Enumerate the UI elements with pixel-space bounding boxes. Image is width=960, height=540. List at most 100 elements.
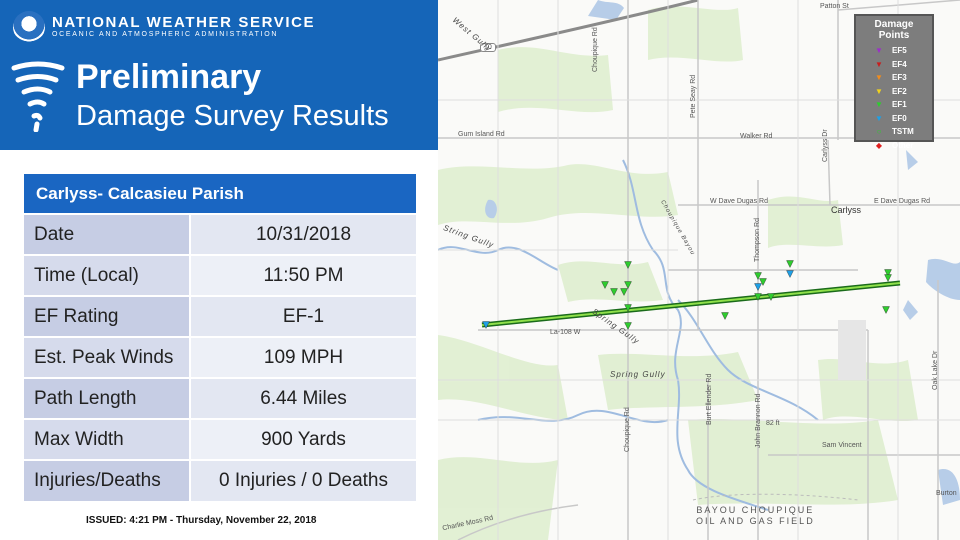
title-preliminary: Preliminary (76, 58, 262, 96)
diamond-icon: ◆ (875, 140, 883, 150)
map-basemap (438, 0, 960, 540)
tornado-icon (11, 61, 65, 132)
road-label-choupique-bottom: Choupique Rd (624, 407, 631, 452)
legend-items: ▼ EF5 ▼ EF4 ▼ EF3 ▼ EF2 ▼ EF1 ▼ EF0 ○ TSTM ◆ Other (860, 44, 928, 152)
damage-point-ef0[interactable] (482, 321, 490, 329)
row-label: Date (24, 213, 191, 255)
oil-field-line-2: OIL AND GAS FIELD (696, 516, 815, 526)
header-banner: NATIONAL WEATHER SERVICE OCEANIC AND ATM… (0, 0, 438, 150)
road-label-choupique-top: Choupique Rd (592, 27, 599, 72)
row-value: 6.44 Miles (190, 377, 416, 419)
legend-item-ef5: ▼ EF5 (860, 44, 928, 58)
damage-point-ef1[interactable] (620, 288, 628, 296)
org-subtitle: OCEANIC AND ATMOSPHERIC ADMINISTRATION (52, 31, 279, 38)
row-label: Injuries/Deaths (24, 459, 191, 501)
place-carlyss: Carlyss (831, 205, 862, 215)
road-label-la108: La-108 W (550, 329, 581, 336)
issued-timestamp: ISSUED: 4:21 PM - Thursday, November 22,… (86, 515, 317, 526)
road-label-sam-vincent: Sam Vincent (822, 442, 862, 449)
damage-point-ef0[interactable] (786, 270, 794, 278)
legend-item-ef1: ▼ EF1 (860, 98, 928, 112)
row-value: 10/31/2018 (190, 213, 416, 255)
track-centerline (481, 282, 901, 326)
gully-label-spring-2: Spring Gully (610, 370, 666, 379)
road-label-burt-ellender: Burt Ellender Rd (706, 373, 713, 425)
damage-point-ef1[interactable] (721, 312, 729, 320)
legend-label: EF4 (892, 59, 907, 69)
road-label-w-dave-dugas: W Dave Dugas Rd (710, 198, 768, 205)
i10-shield: 10 (480, 43, 496, 52)
damage-point-ef1[interactable] (759, 278, 767, 286)
triangle-down-icon: ▼ (875, 86, 883, 96)
damage-point-ef1[interactable] (624, 322, 632, 330)
table-row: Path Length 6.44 Miles (24, 377, 416, 419)
triangle-down-icon: ▼ (875, 73, 883, 83)
road-label-e-dave-dugas: E Dave Dugas Rd (874, 198, 931, 205)
oil-field-label: BAYOU CHOUPIQUE OIL AND GAS FIELD (696, 505, 815, 527)
damage-points-layer (482, 260, 892, 330)
row-value: 11:50 PM (190, 254, 416, 296)
damage-point-ef1[interactable] (754, 272, 762, 280)
legend-item-tstm: ○ TSTM (860, 125, 928, 139)
legend-item-ef0: ▼ EF0 (860, 112, 928, 126)
damage-point-ef1[interactable] (754, 293, 762, 301)
damage-point-ef1[interactable] (767, 293, 775, 301)
row-value: 900 Yards (190, 418, 416, 460)
legend-label: EF3 (892, 73, 907, 83)
damage-point-ef1[interactable] (610, 288, 618, 296)
road-label-john-brannon: John Brannon Rd (755, 393, 762, 448)
triangle-down-icon: ▼ (875, 46, 883, 56)
oil-field-line-1: BAYOU CHOUPIQUE (696, 505, 815, 515)
tornado-track (481, 280, 901, 328)
left-panel: NATIONAL WEATHER SERVICE OCEANIC AND ATM… (0, 0, 438, 540)
damage-point-ef0[interactable] (754, 283, 762, 291)
road-label-gum-island: Gum Island Rd (458, 131, 505, 138)
damage-point-ef1[interactable] (601, 281, 609, 289)
legend-label: Other (892, 140, 914, 150)
triangle-down-icon: ▼ (875, 113, 883, 123)
damage-point-ef1[interactable] (624, 304, 632, 312)
circle-icon: ○ (876, 127, 882, 137)
table-row: Date 10/31/2018 (24, 213, 416, 255)
table-row: Time (Local) 11:50 PM (24, 254, 416, 296)
road-label-walker: Walker Rd (740, 133, 773, 140)
table-row: Max Width 900 Yards (24, 418, 416, 460)
damage-legend: Damage Points ▼ EF5 ▼ EF4 ▼ EF3 ▼ EF2 ▼ EF1 ▼ EF0 ○ T… (854, 14, 934, 150)
road-label-pete-seay: Pete Seay Rd (690, 74, 697, 118)
survey-table: Carlyss- Calcasieu Parish Date 10/31/2018… (24, 174, 416, 501)
row-label: Time (Local) (24, 254, 191, 296)
damage-point-ef1[interactable] (884, 269, 892, 277)
survey-location: Carlyss- Calcasieu Parish (24, 174, 416, 214)
legend-label: EF1 (892, 100, 907, 110)
road-label-82: 82 ft (766, 420, 780, 427)
legend-label: TSTM (892, 127, 914, 137)
row-value: 0 Injuries / 0 Deaths (190, 459, 416, 501)
legend-item-ef2: ▼ EF2 (860, 85, 928, 99)
map-view[interactable]: Patton St 10 Choupique Rd Pete Seay Rd G… (438, 0, 960, 540)
title-damage-survey: Damage Survey Results (76, 100, 389, 132)
legend-item-ef3: ▼ EF3 (860, 71, 928, 85)
row-label: Est. Peak Winds (24, 336, 191, 378)
row-value: 109 MPH (190, 336, 416, 378)
legend-label: EF5 (892, 46, 907, 56)
row-label: EF Rating (24, 295, 191, 337)
legend-title: Damage Points (874, 19, 914, 41)
row-label: Max Width (24, 418, 191, 460)
damage-point-ef1[interactable] (624, 281, 632, 289)
row-value: EF-1 (190, 295, 416, 337)
damage-point-ef1[interactable] (624, 261, 632, 269)
road-label-oak-lake: Oak Lake Dr (932, 350, 939, 390)
road-label-patton: Patton St (820, 3, 849, 10)
noaa-logo-icon (13, 11, 45, 43)
damage-point-ef1[interactable] (786, 260, 794, 268)
table-row: EF Rating EF-1 (24, 295, 416, 337)
triangle-down-icon: ▼ (875, 59, 883, 69)
damage-point-ef1[interactable] (882, 306, 890, 314)
legend-label: EF2 (892, 86, 907, 96)
legend-label: EF0 (892, 113, 907, 123)
triangle-down-icon: ▼ (875, 100, 883, 110)
legend-item-other: ◆ Other (860, 139, 928, 153)
damage-point-ef1[interactable] (884, 274, 892, 282)
table-row: Est. Peak Winds 109 MPH (24, 336, 416, 378)
row-label: Path Length (24, 377, 191, 419)
